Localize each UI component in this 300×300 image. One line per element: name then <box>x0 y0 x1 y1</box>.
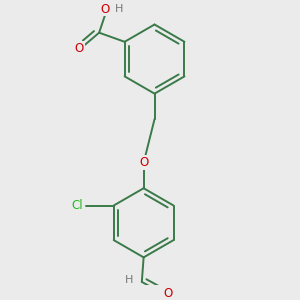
Text: H: H <box>115 4 123 14</box>
Text: O: O <box>139 156 148 169</box>
Text: Cl: Cl <box>71 199 83 212</box>
Text: O: O <box>164 287 173 300</box>
Text: O: O <box>100 2 109 16</box>
Text: O: O <box>74 42 84 55</box>
Text: H: H <box>125 275 133 285</box>
